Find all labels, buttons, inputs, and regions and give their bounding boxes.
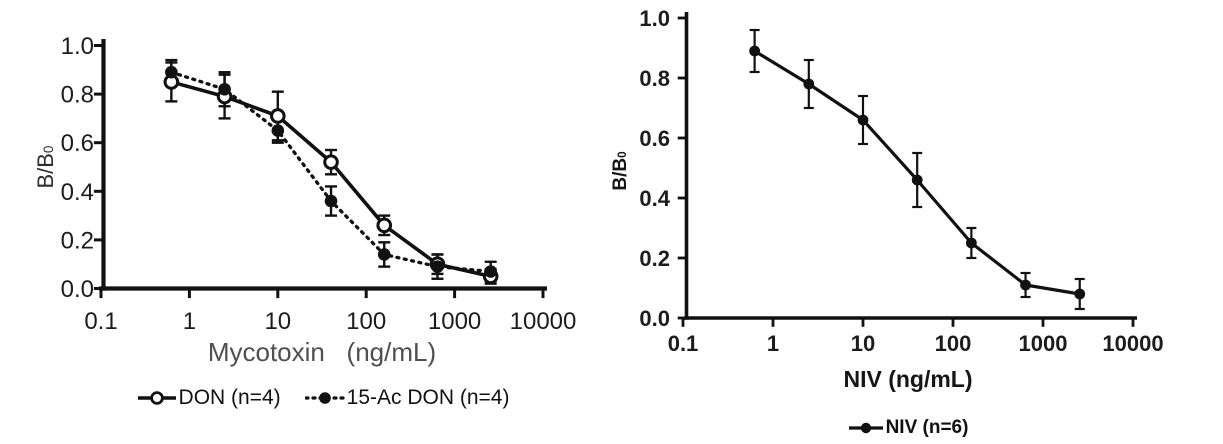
data-point-15-ac (484, 265, 497, 278)
y-tick-label: 0.8 (639, 66, 670, 91)
y-tick-label: 0.4 (61, 179, 94, 206)
y-tick-label: 1.0 (639, 6, 670, 31)
data-point-15-ac (324, 194, 338, 208)
y-tick-label: 0.8 (61, 82, 94, 109)
data-point-don (323, 154, 339, 170)
data-point-15-ac (218, 82, 231, 96)
left-y-axis-label: B/B 0 (33, 122, 59, 212)
y-tick-label: 0.6 (61, 130, 94, 157)
data-point-15-ac (431, 260, 444, 273)
data-point-niv (965, 237, 977, 249)
left-y-axis-label-sub: 0 (41, 145, 56, 154)
data-point-niv (803, 78, 815, 90)
data-point-don (376, 217, 393, 234)
y-tick-label: 0.0 (61, 276, 94, 303)
legend-item-15acdon: 15-Ac DON (n=4) (304, 386, 510, 410)
x-tick-label: 10 (264, 308, 291, 335)
x-tick-label: 0.1 (668, 331, 699, 356)
series-line-don (170, 80, 492, 279)
x-tick-label: 100 (346, 308, 386, 335)
data-point-15-ac (377, 248, 391, 261)
y-tick-label: 0.2 (639, 246, 670, 271)
y-tick-label: 0.6 (639, 126, 670, 151)
right-chart-legend: NIV (n=6) (708, 417, 1108, 439)
right-y-axis-label-sub: 0 (616, 151, 629, 158)
left-x-axis-label: Mycotoxin (ng/mL) (207, 337, 437, 367)
right-y-axis-label-main: B/B (610, 157, 631, 191)
x-tick-label: 1000 (428, 308, 481, 335)
data-point-niv (1020, 279, 1031, 291)
data-point-don (270, 108, 286, 124)
x-tick-label: 10 (851, 331, 875, 356)
right-y-axis-label: B/B 0 (610, 126, 636, 216)
legend-label-15acdon: 15-Ac DON (n=4) (346, 386, 510, 409)
left-y-axis-label-main: B/B (33, 153, 58, 189)
x-tick-label: 10000 (510, 308, 577, 335)
data-point-niv (857, 114, 869, 126)
legend-item-don: DON (n=4) (137, 386, 281, 410)
don-open-circle-line-icon (137, 391, 176, 405)
y-tick-label: 0.0 (639, 306, 670, 331)
data-point-15-ac (271, 124, 285, 137)
x-tick-label: 100 (935, 331, 972, 356)
data-point-niv (1074, 288, 1086, 300)
legend-label-niv: NIV (n=6) (885, 417, 969, 438)
legend-label-don: DON (n=4) (178, 386, 281, 409)
data-point-15-ac (165, 65, 178, 79)
x-tick-label: 10000 (1102, 331, 1163, 356)
y-tick-label: 0.2 (61, 227, 94, 254)
x-tick-label: 1000 (1019, 331, 1068, 356)
x-tick-label: 1 (767, 331, 779, 356)
left-chart-legend: DON (n=4) 15-Ac DON (n=4) (103, 386, 543, 410)
niv-filled-circle-line-icon (848, 422, 883, 434)
data-point-niv (911, 174, 923, 186)
legend-item-niv: NIV (n=6) (848, 417, 969, 439)
y-tick-label: 0.4 (639, 186, 670, 211)
right-x-axis-label: NIV (ng/mL) (843, 366, 973, 392)
y-tick-label: 1.0 (61, 33, 94, 60)
data-point-niv (749, 45, 761, 57)
15acdon-filled-circle-dotted-line-icon (304, 392, 345, 404)
x-tick-label: 1 (183, 308, 196, 335)
x-tick-label: 0.1 (84, 308, 117, 335)
